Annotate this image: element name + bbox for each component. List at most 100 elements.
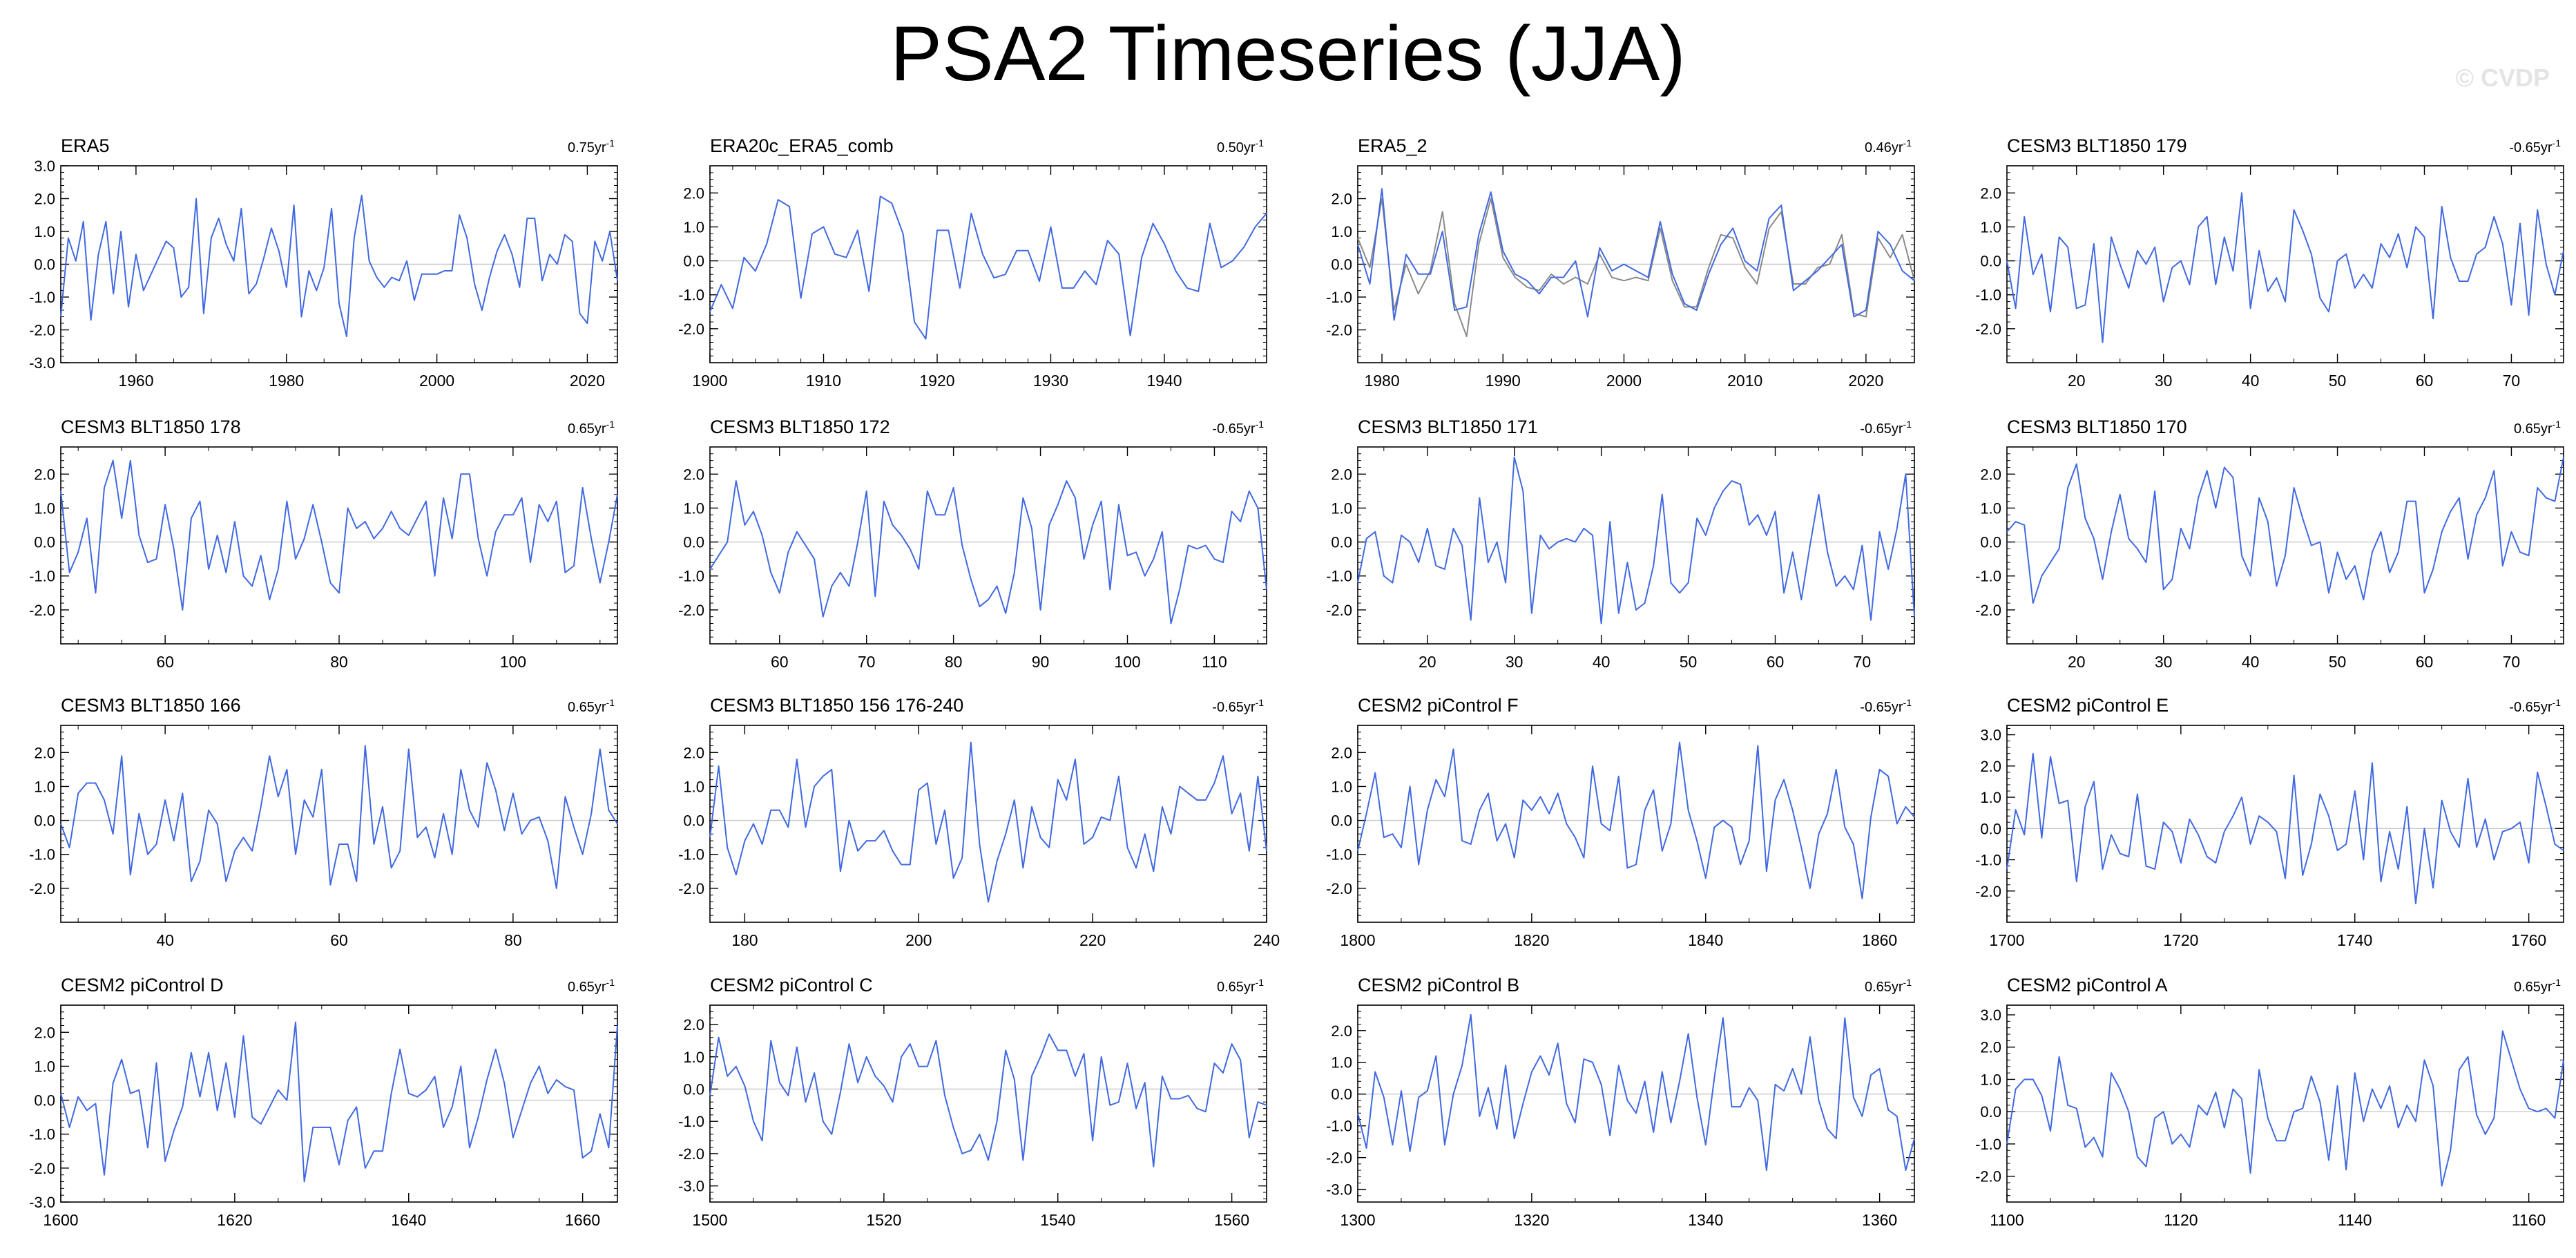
chart-panel: CESM3 BLT1850 170 0.65yr-1 20 30 40 50 60 70 2.0… — [1975, 417, 2564, 671]
y-tick-label: 2.0 — [1331, 191, 1352, 208]
y-tick-label: 0.0 — [1980, 820, 2001, 837]
x-tick-label: 1540 — [1040, 1211, 1075, 1229]
y-tick-label: -1.0 — [678, 846, 704, 864]
series-line — [1357, 1013, 1915, 1171]
trend-unit: -1 — [2553, 137, 2561, 149]
x-tick-label: 1660 — [565, 1211, 600, 1229]
y-tick-label: 0.0 — [34, 534, 55, 551]
series-line — [709, 741, 1267, 903]
x-tick-label: 1520 — [866, 1211, 901, 1229]
panel-title: CESM3 BLT1850 170 — [2007, 417, 2187, 437]
y-tick-label: 1.0 — [683, 778, 704, 795]
chart-panel: ERA20c_ERA5_comb 0.50yr-1 1900 1910 1920 1930… — [678, 135, 1267, 390]
series-line — [60, 459, 618, 611]
trend-label: -0.65yr-1 — [2509, 697, 2561, 715]
y-tick-label: 0.0 — [34, 256, 55, 274]
trend-unit: -1 — [606, 419, 615, 430]
chart-panel: CESM2 piControl E -0.65yr-1 1700 1720 1740 17… — [1975, 695, 2564, 949]
x-tick-label: 1760 — [2511, 931, 2546, 949]
x-tick-label: 1100 — [1990, 1211, 2024, 1229]
series-line — [1357, 456, 1915, 625]
y-tick-label: -3.0 — [678, 1178, 704, 1195]
x-tick-label: 1320 — [1514, 1211, 1549, 1229]
x-tick-label: 70 — [858, 653, 876, 671]
series-line — [2006, 457, 2564, 604]
trend-unit: -1 — [1256, 419, 1265, 430]
y-tick-label: -2.0 — [1326, 1150, 1352, 1167]
y-tick-label: -2.0 — [29, 1160, 55, 1177]
y-tick-label: -1.0 — [29, 289, 55, 306]
x-tick-label: 200 — [905, 931, 932, 949]
y-tick-label: 2.0 — [1980, 466, 2001, 483]
y-tick-label: 0.0 — [683, 812, 704, 830]
x-tick-label: 30 — [1506, 653, 1524, 671]
series-line-secondary — [1357, 198, 1915, 337]
y-tick-label: 2.0 — [683, 466, 704, 483]
y-tick-label: 3.0 — [1980, 727, 2001, 744]
y-tick-label: 2.0 — [1331, 1022, 1352, 1040]
x-tick-label: 60 — [771, 653, 789, 671]
y-tick-label: -2.0 — [678, 602, 704, 619]
chart-panel: CESM2 piControl F -0.65yr-1 1800 1820 1840 18… — [1326, 695, 1915, 949]
series-line — [2006, 192, 2564, 343]
y-tick-label: -1.0 — [1326, 846, 1352, 864]
y-tick-label: -1.0 — [1975, 852, 2001, 869]
trend-label: 0.65yr-1 — [2514, 419, 2561, 437]
panel-title: CESM3 BLT1850 172 — [710, 417, 890, 437]
trend-label: 0.65yr-1 — [1865, 977, 1912, 995]
trend-label: 0.50yr-1 — [1217, 137, 1264, 155]
x-tick-label: 110 — [1202, 653, 1227, 671]
plot-frame — [60, 725, 618, 923]
y-tick-label: -1.0 — [1975, 287, 2001, 304]
x-tick-label: 50 — [2329, 372, 2347, 390]
x-tick-label: 1340 — [1688, 1211, 1723, 1229]
x-tick-label: 1740 — [2337, 931, 2372, 949]
x-tick-label: 1940 — [1146, 372, 1182, 390]
x-tick-label: 1990 — [1486, 372, 1521, 390]
y-tick-label: -2.0 — [29, 880, 55, 897]
chart-panel: CESM3 BLT1850 179 -0.65yr-1 20 30 40 50 60 70 2.… — [1975, 135, 2564, 390]
cvdp-watermark: © CVDP — [2455, 64, 2550, 92]
x-tick-label: 1960 — [118, 372, 153, 390]
x-tick-label: 20 — [2068, 372, 2086, 390]
trend-label: -0.65yr-1 — [2509, 137, 2561, 155]
trend-unit: -1 — [1256, 137, 1265, 149]
x-tick-label: 1560 — [1214, 1211, 1249, 1229]
trend-label: -0.65yr-1 — [1860, 419, 1912, 437]
x-tick-label: 1500 — [692, 1211, 727, 1229]
y-tick-label: 1.0 — [1331, 1054, 1352, 1071]
chart-panel: CESM3 BLT1850 156 176-240 -0.65yr-1 180 200… — [678, 695, 1280, 949]
x-tick-label: 1640 — [391, 1211, 426, 1229]
x-tick-label: 180 — [731, 931, 758, 949]
panel-title: CESM3 BLT1850 156 176-240 — [710, 695, 963, 716]
x-tick-label: 2000 — [1606, 372, 1642, 390]
trend-label: 0.46yr-1 — [1865, 137, 1912, 155]
y-tick-label: 2.0 — [1980, 758, 2001, 775]
y-tick-label: 2.0 — [34, 191, 55, 208]
y-tick-label: -1.0 — [1326, 289, 1352, 306]
trend-unit: -1 — [1256, 977, 1265, 988]
x-tick-label: 1860 — [1862, 931, 1897, 949]
plot-frame — [60, 1004, 618, 1203]
x-tick-label: 1900 — [692, 372, 727, 390]
y-tick-label: 1.0 — [1331, 499, 1352, 517]
y-tick-label: 1.0 — [34, 1058, 55, 1075]
panel-title: CESM2 piControl E — [2007, 695, 2169, 716]
y-tick-label: 2.0 — [683, 184, 704, 202]
plot-frame — [2006, 446, 2564, 645]
x-tick-label: 70 — [1854, 653, 1872, 671]
x-tick-label: 1360 — [1862, 1211, 1897, 1229]
y-tick-label: 0.0 — [1331, 1086, 1352, 1103]
panel-title: CESM3 BLT1850 166 — [61, 695, 241, 716]
y-tick-label: -2.0 — [1975, 321, 2001, 338]
chart-panel: CESM2 piControl C 0.65yr-1 1500 1520 1540 156… — [678, 975, 1267, 1229]
chart-panel: CESM3 BLT1850 166 0.65yr-1 40 60 80 2.0 1.0 0.0… — [29, 695, 618, 949]
x-tick-label: 2000 — [419, 372, 454, 390]
plot-frame — [1357, 446, 1915, 645]
y-tick-label: 2.0 — [34, 744, 55, 761]
plot-frame — [2006, 1004, 2564, 1203]
panel-title: CESM3 BLT1850 179 — [2007, 135, 2187, 156]
y-tick-label: 1.0 — [34, 499, 55, 517]
x-tick-label: 70 — [2503, 372, 2521, 390]
chart-panel: CESM3 BLT1850 172 -0.65yr-1 60 70 80 90 100 110… — [678, 417, 1267, 671]
